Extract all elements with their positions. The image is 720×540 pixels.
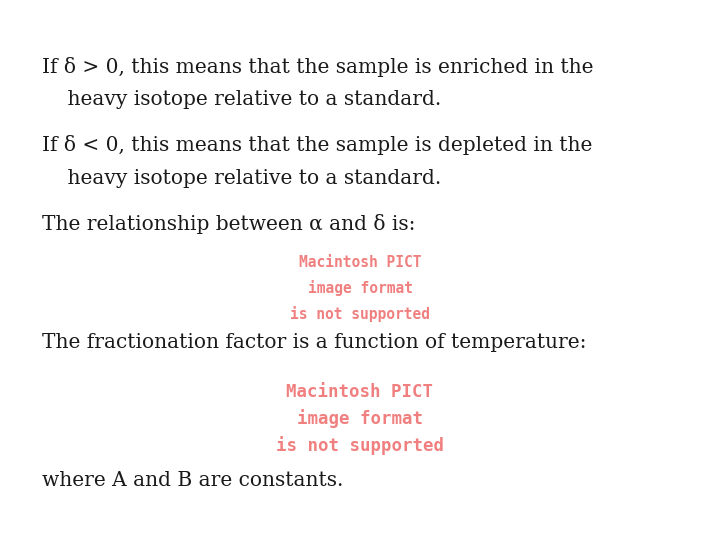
Text: If δ < 0, this means that the sample is depleted in the: If δ < 0, this means that the sample is … xyxy=(42,135,592,155)
Text: The fractionation factor is a function of temperature:: The fractionation factor is a function o… xyxy=(42,333,586,352)
Text: where A and B are constants.: where A and B are constants. xyxy=(42,471,343,490)
Text: is not supported: is not supported xyxy=(290,306,430,322)
Text: heavy isotope relative to a standard.: heavy isotope relative to a standard. xyxy=(42,90,441,109)
Text: Macintosh PICT: Macintosh PICT xyxy=(299,255,421,271)
Text: image format: image format xyxy=(297,409,423,428)
Text: Macintosh PICT: Macintosh PICT xyxy=(287,383,433,401)
Text: heavy isotope relative to a standard.: heavy isotope relative to a standard. xyxy=(42,168,441,187)
Text: The relationship between α and δ is:: The relationship between α and δ is: xyxy=(42,213,415,233)
Text: image format: image format xyxy=(307,280,413,296)
Text: If δ > 0, this means that the sample is enriched in the: If δ > 0, this means that the sample is … xyxy=(42,57,593,77)
Text: is not supported: is not supported xyxy=(276,436,444,455)
